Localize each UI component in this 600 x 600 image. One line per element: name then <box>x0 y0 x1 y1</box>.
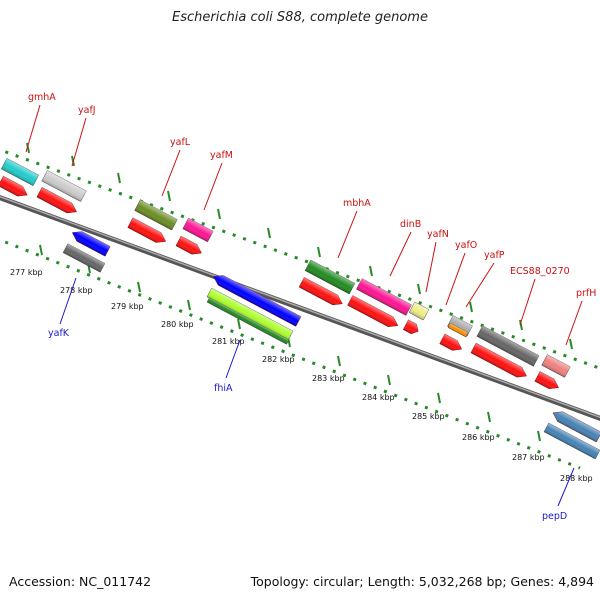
reverse-major-tick <box>187 299 191 311</box>
gene-yafJ-block[interactable] <box>41 170 87 202</box>
gene-label-fhiA-leader <box>225 339 241 379</box>
gene-label-pepD: pepD <box>542 511 567 522</box>
reverse-major-tick <box>237 318 241 330</box>
gene-fhiA-stripe[interactable] <box>206 297 290 345</box>
reverse-major-tick <box>137 281 141 293</box>
gene-label-mbhA-leader <box>337 210 358 259</box>
gene-label-yafO-leader <box>445 252 466 306</box>
forward-major-tick <box>26 142 30 154</box>
reverse-major-tick <box>437 392 441 404</box>
gene-label-yafM-leader <box>203 162 223 211</box>
reverse-major-tick <box>487 411 491 423</box>
gene-gmhA-block[interactable] <box>1 158 39 186</box>
gene-yafL-arrow[interactable] <box>127 217 168 246</box>
gene-label-yafK: yafK <box>48 328 70 339</box>
gene-yafN-arrow[interactable] <box>402 319 421 336</box>
backbone-line <box>0 195 600 421</box>
topology-summary: Topology: circular; Length: 5,032,268 bp… <box>250 574 594 589</box>
gene-label-pepD-leader <box>557 467 575 507</box>
page-title: Escherichia coli S88, complete genome <box>172 10 428 25</box>
kbp-label: 283 kbp <box>312 374 345 383</box>
accession-label: Accession: NC_011742 <box>9 574 152 589</box>
gene-gmhA-arrow[interactable] <box>0 175 30 200</box>
kbp-label: 281 kbp <box>212 337 245 346</box>
gene-yafM-arrow[interactable] <box>175 235 204 258</box>
gene-label-gmhA: gmhA <box>28 92 56 103</box>
gene-label-yafP-leader <box>465 262 495 308</box>
backbone-highlight <box>0 195 600 419</box>
forward-major-tick <box>369 265 373 277</box>
gene-label-yafK-leader <box>59 277 77 325</box>
gene-label-yafL-leader <box>161 149 181 197</box>
kbp-label: 279 kbp <box>111 302 144 311</box>
kbp-label: 278 kbp <box>60 286 93 295</box>
forward-major-tick <box>469 301 473 313</box>
gene-yafO-arrow[interactable] <box>439 333 465 354</box>
gene-pepD-arrow[interactable] <box>550 408 600 443</box>
kbp-label: 282 kbp <box>262 355 295 364</box>
gene-yafP-arrow[interactable] <box>470 342 529 381</box>
kbp-label: 286 kbp <box>462 433 495 442</box>
gene-label-yafN: yafN <box>427 229 449 240</box>
reverse-major-tick <box>537 430 541 442</box>
gene-yafL-block[interactable] <box>134 199 178 231</box>
gene-mbhA-block[interactable] <box>304 259 356 295</box>
gene-label-mbhA: mbhA <box>343 198 371 209</box>
kbp-label: 277 kbp <box>10 268 43 277</box>
gene-dinB-block[interactable] <box>356 278 412 316</box>
kbp-label: 285 kbp <box>412 412 445 421</box>
forward-major-tick <box>519 319 523 331</box>
gene-label-dinB: dinB <box>400 219 421 230</box>
gene-yafM-block[interactable] <box>182 217 214 243</box>
gene-label-yafN-leader <box>425 241 437 293</box>
gene-ECS88_0270-arrow[interactable] <box>534 371 561 393</box>
gene-ECS88_0270-block[interactable] <box>541 354 571 378</box>
gene-yafP-block[interactable] <box>476 325 540 367</box>
gene-label-yafL: yafL <box>170 137 191 148</box>
gene-label-yafO: yafO <box>455 240 477 251</box>
gene-label-yafJ-leader <box>71 117 87 167</box>
gene-yafK-arrow[interactable] <box>70 228 111 257</box>
gene-label-yafJ: yafJ <box>78 105 96 116</box>
gene-label-prfH-leader <box>565 300 583 346</box>
gene-mbhA-arrow[interactable] <box>298 277 345 308</box>
kbp-label: 287 kbp <box>512 453 545 462</box>
forward-major-tick <box>167 190 171 202</box>
gene-pepD-block[interactable] <box>543 422 600 460</box>
kbp-label: 284 kbp <box>362 393 395 402</box>
reverse-major-tick <box>39 244 43 256</box>
forward-major-tick <box>217 208 221 220</box>
forward-major-tick <box>417 283 421 295</box>
gene-dinB-arrow[interactable] <box>347 295 401 331</box>
forward-major-tick <box>317 246 321 258</box>
gene-label-ECS88_0270: ECS88_0270 <box>510 266 570 277</box>
kbp-label: 288 kbp <box>560 474 593 483</box>
gene-yafK-block[interactable] <box>62 243 106 273</box>
kbp-label: 280 kbp <box>161 320 194 329</box>
forward-major-tick <box>117 172 121 184</box>
gene-yafO-orange-block[interactable] <box>447 322 469 338</box>
gene-label-gmhA-leader <box>25 104 41 153</box>
gene-yafJ-arrow[interactable] <box>36 187 79 216</box>
reverse-major-tick <box>337 355 341 367</box>
gene-label-yafP: yafP <box>484 250 505 261</box>
gene-label-prfH: prfH <box>576 288 596 299</box>
gene-label-dinB-leader <box>389 231 412 277</box>
gene-fhiA-arrow[interactable] <box>211 272 302 327</box>
gene-label-fhiA: fhiA <box>214 383 233 394</box>
gene-yafN-block[interactable] <box>408 301 430 321</box>
forward-major-tick <box>267 227 271 239</box>
forward-major-tick <box>569 338 573 350</box>
gene-label-yafM: yafM <box>210 150 233 161</box>
reverse-major-tick <box>387 374 391 386</box>
gene-label-ECS88_0270-leader <box>519 278 536 326</box>
